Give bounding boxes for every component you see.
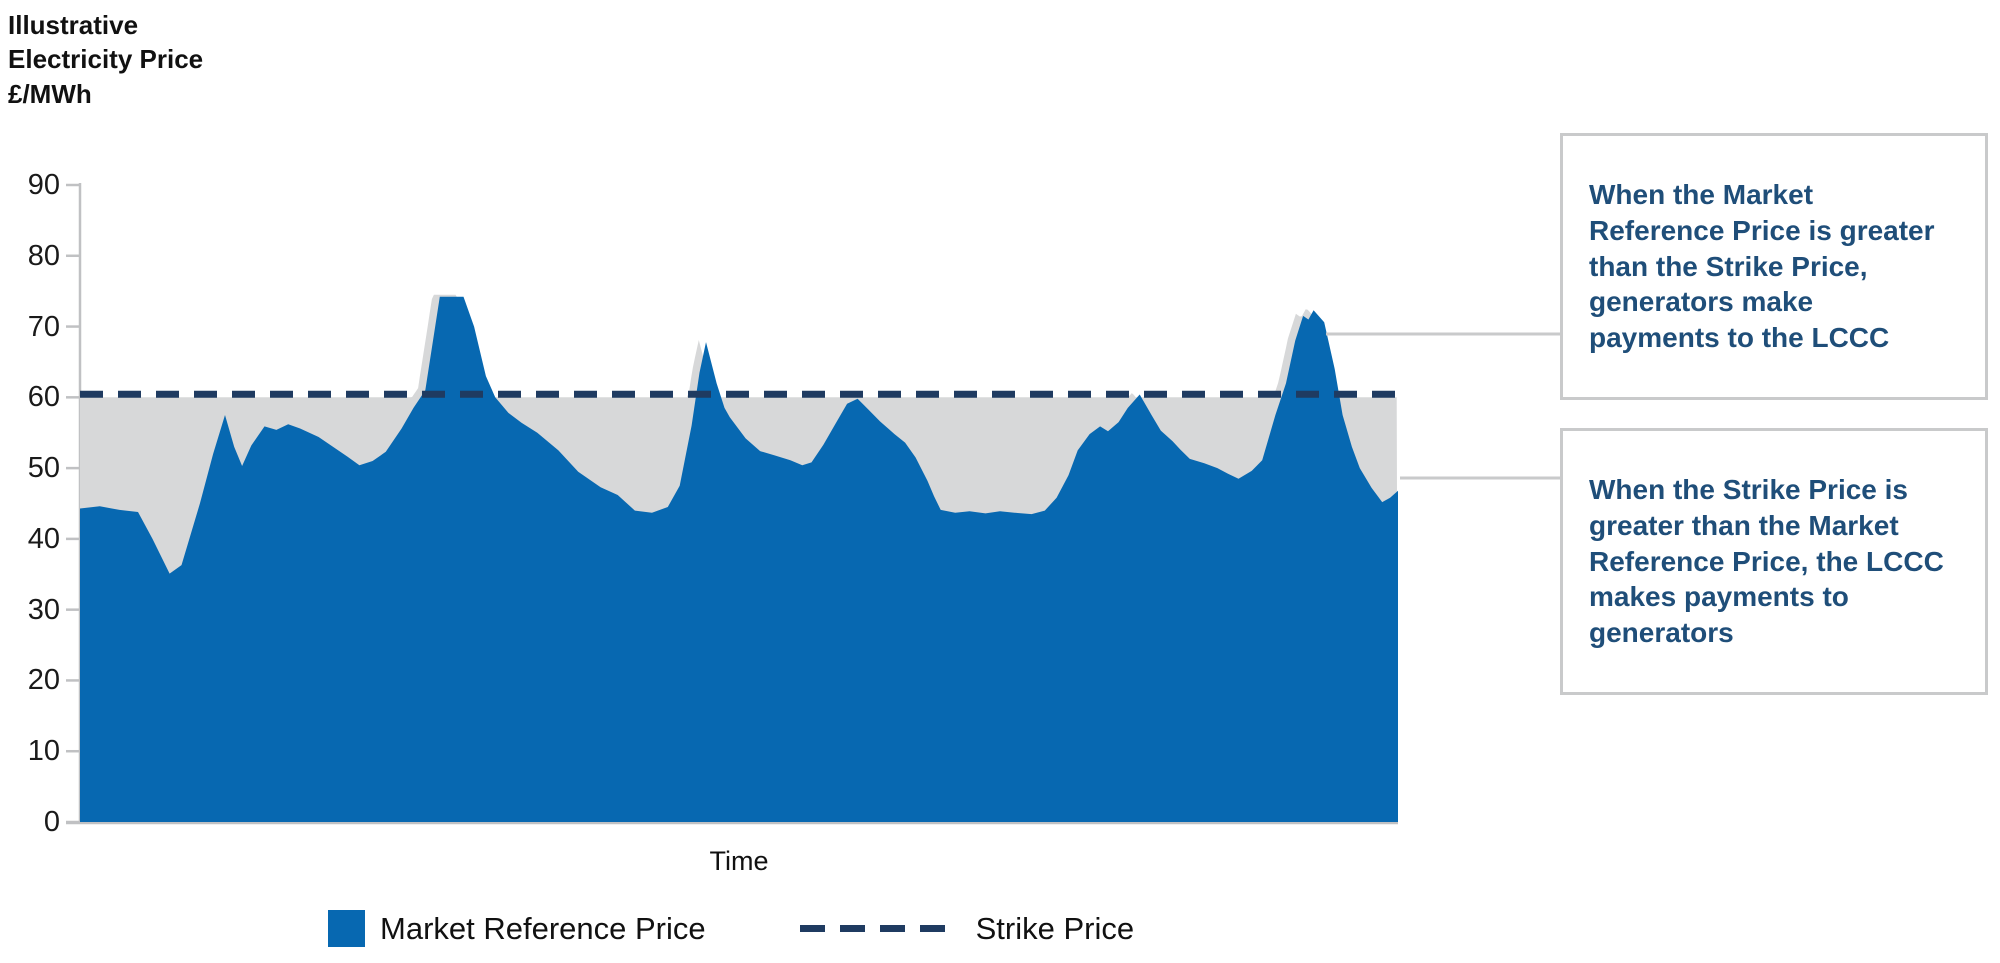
x-axis-label: Time: [709, 846, 769, 876]
y-tick-label: 70: [27, 310, 60, 343]
market-reference-price-swatch: [328, 910, 365, 947]
callout-text-generators-pay-lccc: When the Market Reference Price is great…: [1589, 178, 1935, 354]
y-axis-ticks: [66, 183, 80, 824]
y-tick-label: 40: [27, 522, 60, 555]
y-tick-label: 90: [27, 169, 60, 201]
chart-title: Illustrative Electricity Price £/MWh: [8, 10, 204, 109]
strike-price-dash-swatch: [799, 925, 950, 932]
y-tick-label: 50: [27, 452, 60, 485]
legend: Market Reference Price Strike Price: [328, 910, 1134, 947]
market-reference-price-area: [80, 296, 1398, 822]
callout-box-lccc-pays-generators: When the Strike Price is greater than th…: [1560, 428, 1988, 695]
y-tick-label: 60: [27, 381, 60, 414]
y-tick-label: 80: [27, 239, 60, 272]
callout-box-generators-pay-lccc: When the Market Reference Price is great…: [1560, 133, 1988, 400]
legend-label-strike-price: Strike Price: [975, 910, 1135, 946]
callout-text-lccc-pays-generators: When the Strike Price is greater than th…: [1589, 473, 1944, 649]
y-tick-label: 0: [43, 806, 60, 838]
y-tick-label: 30: [27, 593, 60, 626]
y-tick-label: 10: [27, 735, 60, 768]
legend-label-market-reference-price: Market Reference Price: [380, 910, 706, 946]
y-tick-label: 20: [27, 664, 60, 697]
